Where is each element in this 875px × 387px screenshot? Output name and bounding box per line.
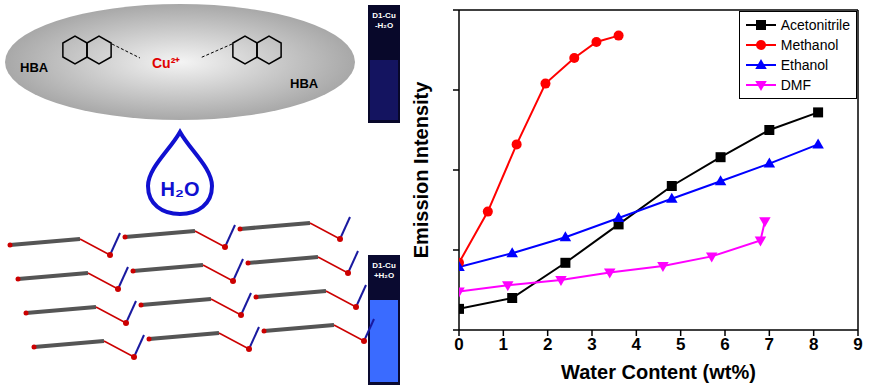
html-text:Ethanol: Ethanol — [780, 57, 829, 73]
svg-text:-H₂O: -H₂O — [375, 21, 393, 30]
html-text:DMF: DMF — [780, 77, 812, 93]
html-text:Methanol: Methanol — [780, 37, 839, 53]
svg-text:H₂O: H₂O — [161, 178, 200, 200]
svg-text:7: 7 — [765, 335, 774, 354]
svg-text:0: 0 — [454, 335, 463, 354]
svg-text:9: 9 — [853, 335, 862, 354]
svg-text:D1-Cu: D1-Cu — [372, 261, 396, 270]
svg-text:1: 1 — [499, 335, 508, 354]
svg-text:6: 6 — [720, 335, 729, 354]
svg-text:Water Content (wt%): Water Content (wt%) — [561, 361, 756, 383]
svg-text:4: 4 — [632, 335, 642, 354]
svg-text:2: 2 — [543, 335, 552, 354]
svg-text:Cu²⁺: Cu²⁺ — [152, 55, 180, 71]
html-text:Acetonitrile: Acetonitrile — [780, 17, 850, 33]
svg-text:+H₂O: +H₂O — [374, 271, 394, 280]
svg-text:5: 5 — [676, 335, 685, 354]
svg-text:D1-Cu: D1-Cu — [372, 11, 396, 20]
svg-text:HBA: HBA — [20, 60, 49, 75]
svg-text:3: 3 — [587, 335, 596, 354]
svg-text:HBA: HBA — [290, 76, 319, 91]
svg-text:Emission Intensity: Emission Intensity — [410, 81, 432, 259]
svg-text:8: 8 — [809, 335, 818, 354]
